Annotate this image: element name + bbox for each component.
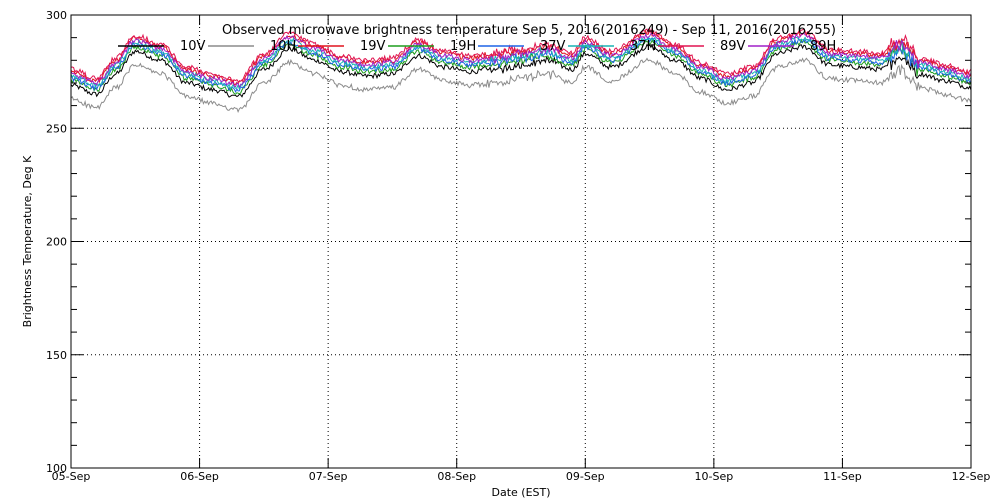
series-line-19h xyxy=(70,38,972,95)
series-lines xyxy=(70,26,972,114)
y-tick-label: 200 xyxy=(46,236,67,249)
x-tick-label: 07-Sep xyxy=(309,470,348,483)
legend-label-10h: 10H xyxy=(270,39,296,54)
x-axis-label: Date (EST) xyxy=(491,486,550,499)
y-tick-label: 250 xyxy=(46,122,67,135)
legend-label-89h: 89H xyxy=(810,39,836,54)
x-tick-label: 11-Sep xyxy=(823,470,862,483)
y-axis-label: Brightness Temperature, Deg K xyxy=(21,155,34,327)
ticks: 100 150 200 250 300 05-Sep 06-Sep 07-Sep 08-Sep 0… xyxy=(46,9,990,483)
series-line-89h xyxy=(70,32,972,89)
legend-label-19v: 19V xyxy=(360,39,386,54)
x-tick-label: 10-Sep xyxy=(695,470,734,483)
chart-title: Observed microwave brightness temperatur… xyxy=(222,23,836,38)
y-tick-label: 300 xyxy=(46,9,67,22)
x-tick-label: 09-Sep xyxy=(566,470,605,483)
series-line-10h xyxy=(70,57,972,114)
legend-label-89v: 89V xyxy=(720,39,746,54)
y-tick-label: 100 xyxy=(46,462,67,475)
legend: 10V 10H 19V 19H 37V 37H 89V 89H xyxy=(118,39,836,54)
x-tick-label: 12-Sep xyxy=(952,470,991,483)
x-tick-label: 06-Sep xyxy=(180,470,219,483)
legend-label-37v: 37V xyxy=(540,39,566,54)
legend-label-19h: 19H xyxy=(450,39,476,54)
y-tick-label: 150 xyxy=(46,349,67,362)
x-tick-label: 05-Sep xyxy=(52,470,91,483)
legend-label-37h: 37H xyxy=(630,39,656,54)
legend-label-10v: 10V xyxy=(180,39,206,54)
series-line-10v xyxy=(70,43,972,98)
x-tick-label: 08-Sep xyxy=(437,470,476,483)
series-line-89v xyxy=(70,26,972,83)
